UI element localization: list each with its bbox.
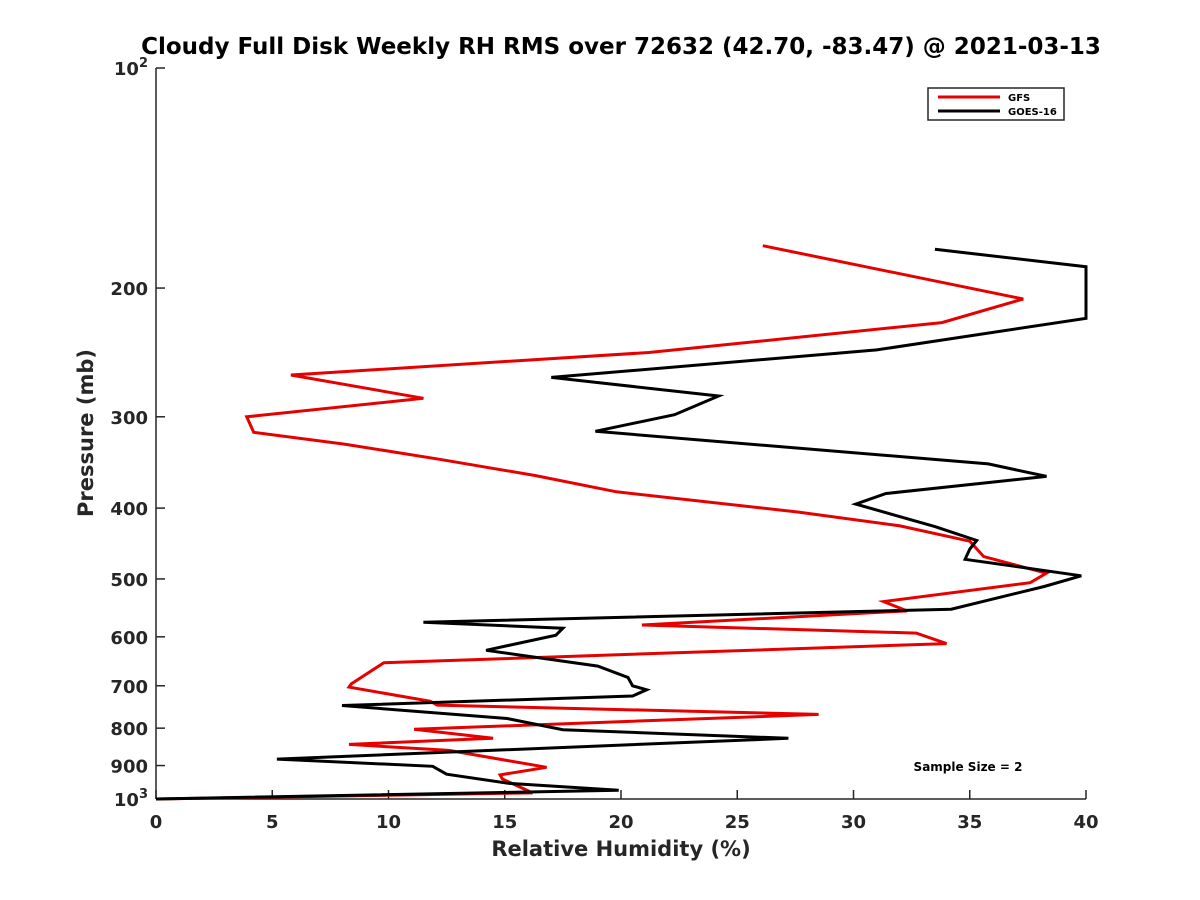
- chart-title: Cloudy Full Disk Weekly RH RMS over 7263…: [141, 34, 1101, 60]
- axes: 0 5 10 15 20 25 30 35 40 102 200 300 400 500 600 700 800…: [110, 56, 1098, 833]
- y-tick-label: 102: [114, 56, 148, 80]
- x-tick-label: 10: [376, 812, 401, 833]
- x-tick-label: 15: [492, 812, 517, 833]
- x-tick-label: 0: [150, 812, 163, 833]
- x-tick-label: 40: [1073, 812, 1098, 833]
- y-axis-label: Pressure (mb): [74, 349, 98, 517]
- legend-label: GOES-16: [1008, 107, 1057, 118]
- y-tick-label: 700: [110, 677, 148, 698]
- x-tick-label: 30: [841, 812, 866, 833]
- x-tick-label: 5: [266, 812, 279, 833]
- y-tick-label: 500: [110, 570, 148, 591]
- y-tick-label: 103: [114, 787, 148, 811]
- y-tick-label: 300: [110, 408, 148, 429]
- y-tick-label: 200: [110, 279, 148, 300]
- x-tick-label: 25: [725, 812, 750, 833]
- y-tick-label: 800: [110, 719, 148, 740]
- data-series: [155, 244, 1088, 801]
- sample-size-annotation: Sample Size = 2: [914, 760, 1023, 774]
- legend: GFS GOES-16: [927, 87, 1065, 121]
- y-tick-label: 600: [110, 628, 148, 649]
- y-tick-label: 900: [110, 757, 148, 778]
- legend-label: GFS: [1008, 93, 1030, 104]
- y-tick-label: 400: [110, 499, 148, 520]
- series-line-gfs: [155, 244, 1051, 801]
- x-tick-label: 20: [608, 812, 633, 833]
- legend-box: [927, 87, 1065, 121]
- x-tick-label: 35: [957, 812, 982, 833]
- series-line-goes-16: [155, 247, 1088, 801]
- x-axis-label: Relative Humidity (%): [491, 837, 750, 861]
